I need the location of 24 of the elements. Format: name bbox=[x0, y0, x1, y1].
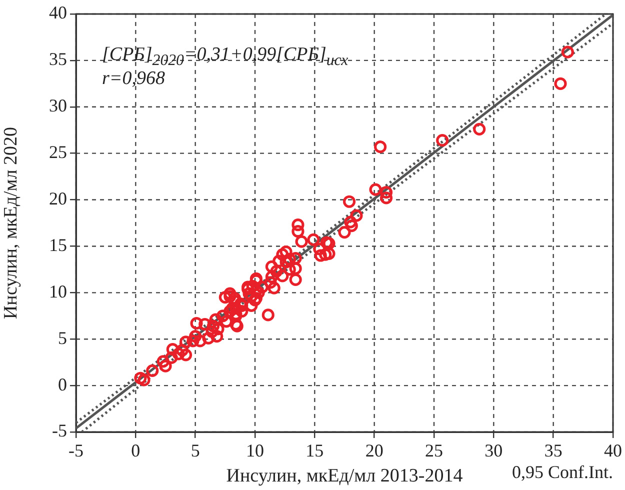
y-tick-label: 5 bbox=[58, 328, 67, 348]
x-axis-title: Инсулин, мкЕд/мл 2013-2014 bbox=[226, 466, 464, 487]
y-tick-label: 40 bbox=[49, 2, 67, 23]
x-tick-label: 35 bbox=[544, 440, 562, 461]
y-tick-label: 35 bbox=[49, 49, 67, 70]
y-tick-label: -5 bbox=[52, 420, 67, 441]
x-tick-label: 30 bbox=[484, 440, 503, 461]
text: 0,95 Conf.Int. bbox=[512, 462, 613, 483]
y-axis-title: Инсулин, мкЕд/мл 2020 bbox=[0, 126, 22, 320]
annotation: [СРБ]$_{2020}$=0,31+0,99[СРБ]$_{исх}$ bbox=[102, 44, 348, 70]
y-tick-label: 0 bbox=[58, 374, 67, 394]
x-tick-label: 20 bbox=[365, 440, 384, 461]
x-tick-label: 0 bbox=[131, 440, 140, 461]
x-tick-label: 10 bbox=[246, 440, 264, 461]
annotation: r=0,968 bbox=[102, 68, 165, 90]
y-tick-label: 20 bbox=[49, 188, 67, 209]
x-tick-label: 5 bbox=[190, 440, 200, 461]
y-tick-label: 15 bbox=[49, 234, 67, 255]
x-tick-label: 25 bbox=[425, 440, 443, 461]
x-tick-label: 40 bbox=[604, 440, 622, 461]
x-tick-label: 15 bbox=[306, 440, 324, 461]
y-tick-label: 10 bbox=[49, 281, 67, 302]
y-tick-label: 25 bbox=[49, 142, 67, 162]
y-tick-label: 30 bbox=[49, 96, 67, 116]
